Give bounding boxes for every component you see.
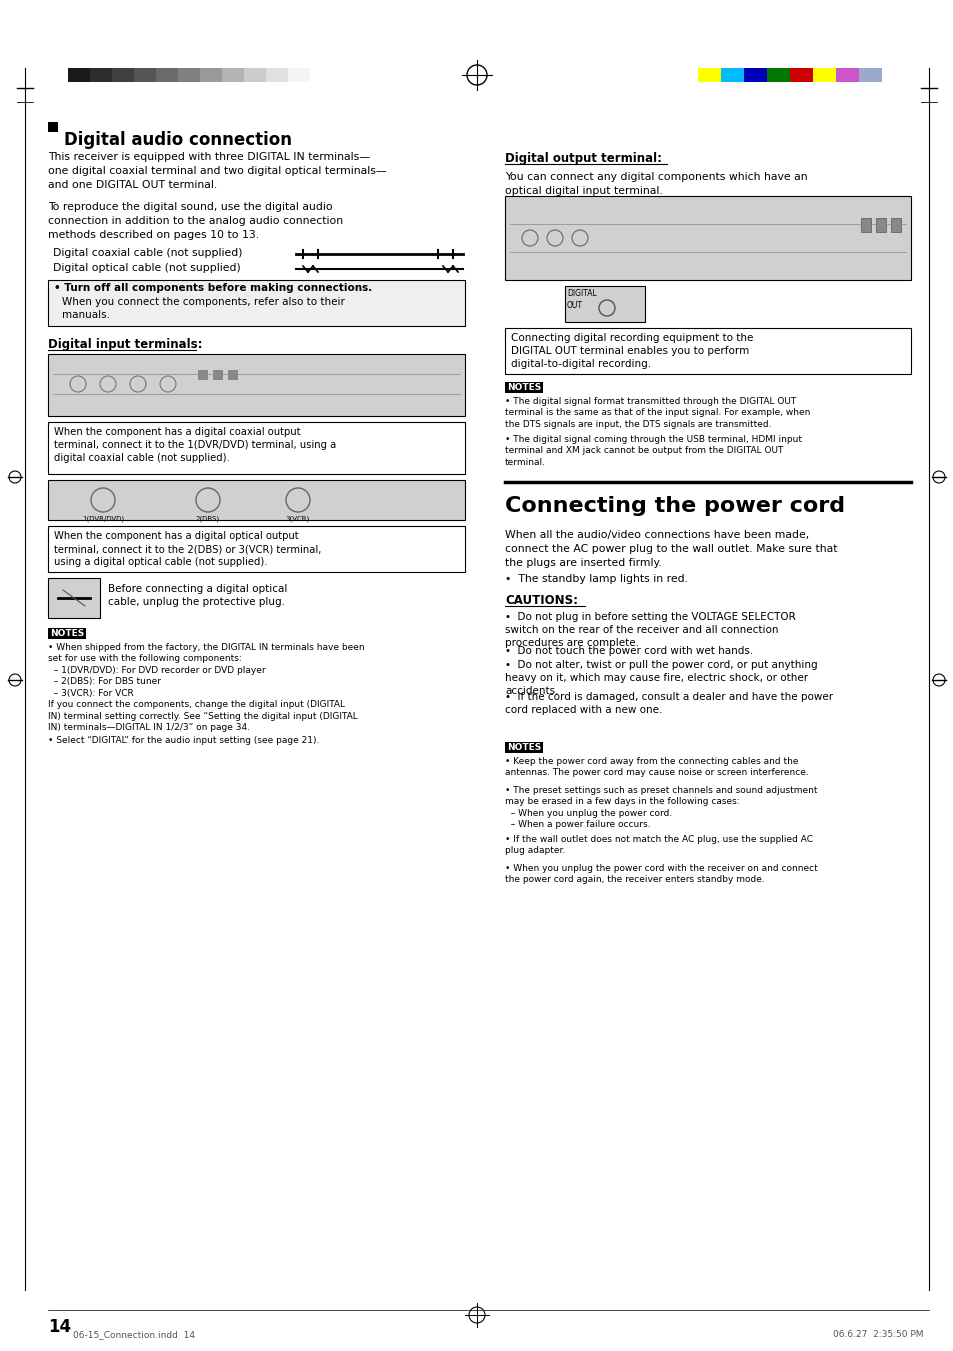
Bar	[112, 68, 133, 82]
Bar	[720, 68, 743, 82]
Text: Before connecting a digital optical
cable, unplug the protective plug.: Before connecting a digital optical cabl…	[108, 584, 287, 607]
Text: Digital optical cable (not supplied): Digital optical cable (not supplied)	[53, 263, 240, 273]
Text: When all the audio/video connections have been made,
connect the AC power plug t: When all the audio/video connections hav…	[504, 530, 837, 567]
Text: • The digital signal format transmitted through the DIGITAL OUT
terminal is the : • The digital signal format transmitted …	[504, 397, 809, 428]
Bar	[875, 218, 885, 232]
Bar	[48, 280, 464, 326]
Bar	[835, 68, 858, 82]
Bar	[812, 68, 835, 82]
Text: 1(DVR/DVD): 1(DVR/DVD)	[82, 516, 124, 523]
Text: • When shipped from the factory, the DIGITAL IN terminals have been
set for use : • When shipped from the factory, the DIG…	[48, 643, 364, 732]
Text: Connecting the power cord: Connecting the power cord	[504, 496, 844, 516]
Text: Digital audio connection: Digital audio connection	[64, 131, 292, 149]
Text: • If the wall outlet does not match the AC plug, use the supplied AC
plug adapte: • If the wall outlet does not match the …	[504, 835, 812, 855]
Bar	[178, 68, 200, 82]
Bar	[90, 68, 112, 82]
Text: NOTES: NOTES	[50, 630, 84, 638]
Bar	[890, 218, 900, 232]
Text: •  Do not plug in before setting the VOLTAGE SELECTOR
switch on the rear of the : • Do not plug in before setting the VOLT…	[504, 612, 795, 648]
Bar	[68, 68, 90, 82]
Bar	[698, 68, 720, 82]
Bar	[198, 370, 208, 380]
Bar	[766, 68, 789, 82]
Text: • Select “DIGITAL” for the audio input setting (see page 21).: • Select “DIGITAL” for the audio input s…	[48, 736, 319, 744]
Text: DIGITAL
OUT: DIGITAL OUT	[566, 289, 597, 309]
Text: Digital input terminals:: Digital input terminals:	[48, 338, 202, 351]
Text: This receiver is equipped with three DIGITAL IN terminals—
one digital coaxial t: This receiver is equipped with three DIG…	[48, 153, 386, 190]
Text: To reproduce the digital sound, use the digital audio
connection in addition to : To reproduce the digital sound, use the …	[48, 203, 343, 240]
Text: • The digital signal coming through the USB terminal, HDMI input
terminal and XM: • The digital signal coming through the …	[504, 435, 801, 467]
Text: NOTES: NOTES	[506, 743, 540, 753]
Bar	[504, 196, 910, 280]
Text: •  If the cord is damaged, consult a dealer and have the power
cord replaced wit: • If the cord is damaged, consult a deal…	[504, 692, 832, 715]
Text: NOTES: NOTES	[506, 382, 540, 392]
Bar	[48, 578, 100, 617]
Text: When the component has a digital optical output
terminal, connect it to the 2(DB: When the component has a digital optical…	[54, 531, 321, 567]
Bar	[48, 122, 58, 132]
Bar	[861, 218, 870, 232]
Bar	[266, 68, 288, 82]
Bar	[48, 526, 464, 571]
Text: Digital coaxial cable (not supplied): Digital coaxial cable (not supplied)	[53, 249, 242, 258]
Text: • Turn off all components before making connections.: • Turn off all components before making …	[54, 282, 372, 293]
Text: 3(VCR): 3(VCR)	[286, 516, 310, 523]
Bar	[200, 68, 222, 82]
Bar	[789, 68, 812, 82]
Text: 06-15_Connection.indd  14: 06-15_Connection.indd 14	[73, 1329, 194, 1339]
Bar	[288, 68, 310, 82]
Text: • The preset settings such as preset channels and sound adjustment
may be erased: • The preset settings such as preset cha…	[504, 786, 817, 830]
Bar	[504, 382, 542, 393]
Bar	[228, 370, 237, 380]
Bar	[222, 68, 244, 82]
Text: 06.6.27  2:35:50 PM: 06.6.27 2:35:50 PM	[833, 1329, 923, 1339]
Bar	[213, 370, 223, 380]
Bar	[48, 354, 464, 416]
Bar	[564, 286, 644, 322]
Bar	[48, 628, 86, 639]
Bar	[244, 68, 266, 82]
Text: Digital output terminal:: Digital output terminal:	[504, 153, 661, 165]
Text: When the component has a digital coaxial output
terminal, connect it to the 1(DV: When the component has a digital coaxial…	[54, 427, 335, 463]
Text: You can connect any digital components which have an
optical digital input termi: You can connect any digital components w…	[504, 172, 807, 196]
Bar	[48, 480, 464, 520]
Bar	[156, 68, 178, 82]
Text: When you connect the components, refer also to their
manuals.: When you connect the components, refer a…	[62, 297, 345, 320]
Text: 2(DBS): 2(DBS)	[195, 516, 220, 523]
Bar	[858, 68, 882, 82]
Text: CAUTIONS:: CAUTIONS:	[504, 594, 578, 607]
Text: • When you unplug the power cord with the receiver on and connect
the power cord: • When you unplug the power cord with th…	[504, 865, 817, 885]
Text: • Keep the power cord away from the connecting cables and the
antennas. The powe: • Keep the power cord away from the conn…	[504, 757, 808, 777]
Text: •  Do not alter, twist or pull the power cord, or put anything
heavy on it, whic: • Do not alter, twist or pull the power …	[504, 661, 817, 696]
Bar	[504, 328, 910, 374]
Bar	[504, 742, 542, 753]
Bar	[743, 68, 766, 82]
Text: •  The standby lamp lights in red.: • The standby lamp lights in red.	[504, 574, 687, 584]
Text: 14: 14	[48, 1319, 71, 1336]
Bar	[133, 68, 156, 82]
Text: •  Do not touch the power cord with wet hands.: • Do not touch the power cord with wet h…	[504, 646, 753, 657]
Bar	[48, 422, 464, 474]
Text: Connecting digital recording equipment to the
DIGITAL OUT terminal enables you t: Connecting digital recording equipment t…	[511, 332, 753, 369]
